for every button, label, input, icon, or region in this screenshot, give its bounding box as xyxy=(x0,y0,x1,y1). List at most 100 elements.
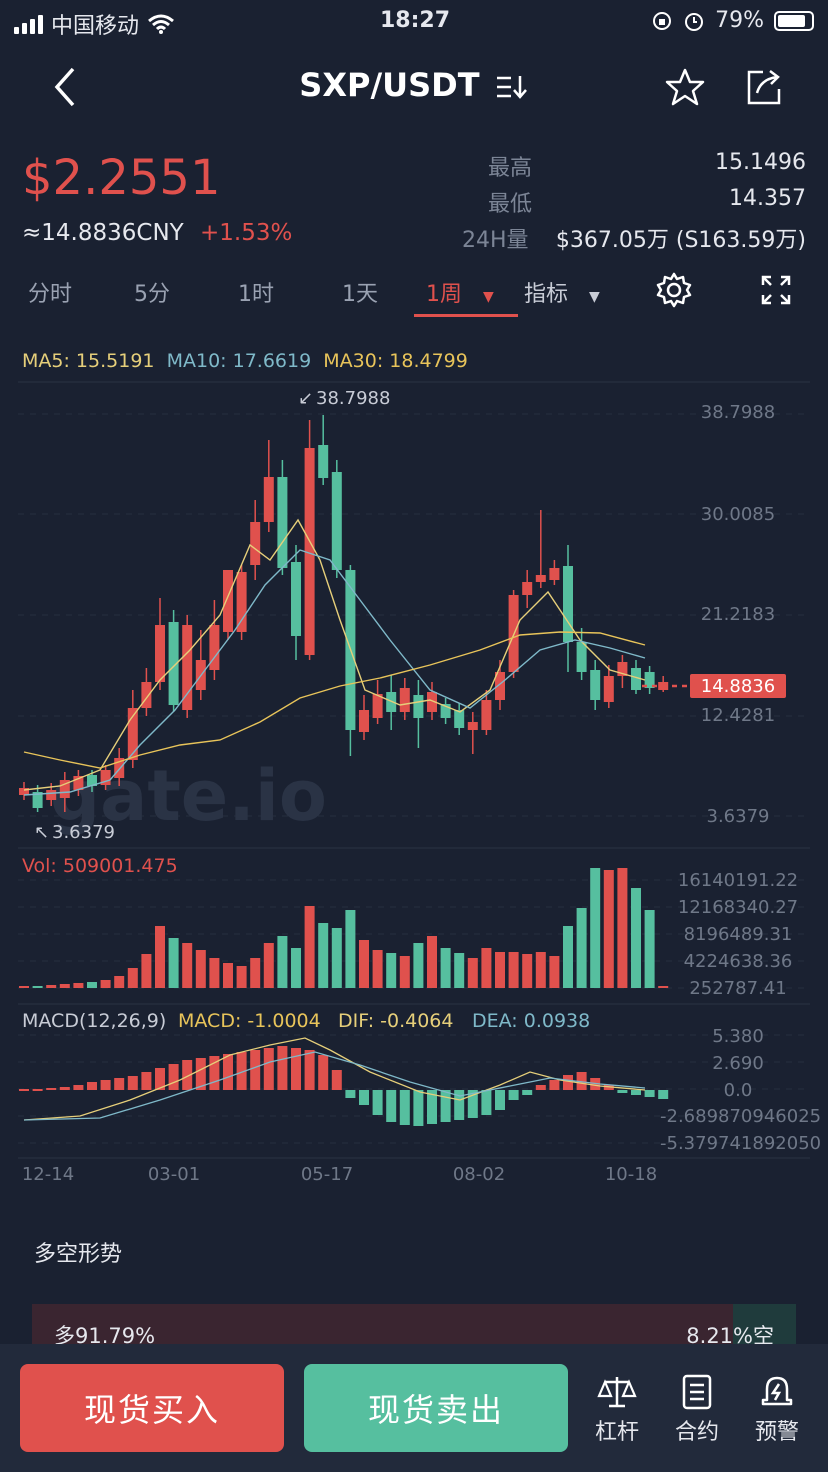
macd-params: MACD(12,26,9) xyxy=(22,1010,166,1032)
candle-body xyxy=(100,770,111,785)
volume-bar xyxy=(209,958,220,988)
kline-chart[interactable]: gate.io 38.7988 30.0085 21.2183 12.4281 … xyxy=(0,380,828,1200)
candle-body xyxy=(413,695,424,718)
volume-bar xyxy=(658,986,669,988)
vol-label-3: 8196489.31 xyxy=(684,924,793,945)
macd-bar xyxy=(19,1089,29,1091)
volume-bar xyxy=(291,948,301,988)
chart-grid xyxy=(18,381,810,1159)
alert-button[interactable]: 预警 xyxy=(742,1374,812,1446)
vol-label-4: 4224638.36 xyxy=(684,951,793,972)
y-label-5: 3.6379 xyxy=(707,806,770,827)
volume-bar xyxy=(563,926,573,988)
favorite-button[interactable] xyxy=(660,62,710,112)
dif-line xyxy=(23,1037,646,1121)
macd-bar xyxy=(386,1090,397,1122)
status-right: 79% xyxy=(651,8,814,33)
settings-button[interactable] xyxy=(652,268,696,312)
spot-sell-button[interactable]: 现货卖出 xyxy=(304,1364,568,1452)
tab-indicator-label: 指标 xyxy=(524,282,569,307)
tab-1hour[interactable]: 1时 xyxy=(238,282,274,307)
tab-1week[interactable]: 1周 ▼ xyxy=(426,276,494,308)
carrier: 中国移动 xyxy=(14,8,175,40)
tab-5min[interactable]: 5分 xyxy=(134,282,170,307)
macd-bar xyxy=(73,1085,84,1090)
volume-bar xyxy=(427,936,437,988)
spot-buy-button[interactable]: 现货买入 xyxy=(20,1364,284,1452)
volume-bar xyxy=(345,910,356,988)
x-label-3: 05-17 xyxy=(301,1164,353,1185)
macd-label-2: 2.690 xyxy=(712,1053,764,1074)
tab-timeline[interactable]: 分时 xyxy=(28,282,73,307)
volume-bar xyxy=(481,948,492,988)
ma30-value: MA30: 18.4799 xyxy=(323,350,468,372)
current-price-value: 14.8836 xyxy=(701,676,775,697)
ma30-line xyxy=(23,631,646,769)
vol-label-5: 252787.41 xyxy=(689,978,786,999)
pair-title[interactable]: SXP/USDT xyxy=(0,66,828,104)
y-label-1: 38.7988 xyxy=(701,402,775,423)
nav-bar: SXP/USDT xyxy=(0,44,828,128)
candle-body xyxy=(590,670,601,700)
caret-down-icon: ▼ xyxy=(483,289,494,305)
candle-body xyxy=(19,788,29,795)
back-button[interactable] xyxy=(40,62,90,112)
volume-bar xyxy=(522,954,533,988)
candle-body xyxy=(304,448,315,655)
macd-bar xyxy=(359,1090,369,1105)
macd-bar xyxy=(250,1050,261,1090)
tab-1day[interactable]: 1天 xyxy=(342,282,378,307)
macd-bar xyxy=(631,1090,641,1095)
macd-label-1: 5.380 xyxy=(712,1026,764,1047)
scale-icon xyxy=(597,1377,637,1408)
document-icon xyxy=(682,1374,712,1410)
max-marker: 38.7988 xyxy=(316,388,390,409)
contract-button[interactable]: 合约 xyxy=(662,1374,732,1446)
leverage-button[interactable]: 杠杆 xyxy=(582,1374,652,1446)
volume-bar xyxy=(32,986,43,988)
high-label: 最高 xyxy=(488,156,533,181)
macd-bar xyxy=(155,1068,165,1090)
min-arrow-icon: ↖ xyxy=(34,822,49,843)
macd-bar xyxy=(440,1090,451,1122)
volume-bar xyxy=(549,956,560,988)
volume-bar xyxy=(318,923,329,988)
candle-body xyxy=(481,700,492,730)
max-arrow-icon: ↙ xyxy=(298,388,313,409)
carrier-name: 中国移动 xyxy=(51,14,140,39)
volume-bar xyxy=(59,984,70,988)
volume-bar xyxy=(168,938,179,988)
macd-bar xyxy=(263,1048,274,1090)
candle-body xyxy=(73,776,84,790)
clock: 18:27 xyxy=(380,8,451,33)
volume-bar xyxy=(155,926,165,988)
macd-bar xyxy=(32,1089,43,1091)
macd-bar xyxy=(223,1054,233,1090)
candle-body xyxy=(372,694,383,718)
candle-body xyxy=(644,672,655,688)
macd-bar xyxy=(87,1082,97,1090)
candle-body xyxy=(87,775,97,786)
macd-bar xyxy=(508,1090,519,1100)
alert-bell-icon xyxy=(761,1376,793,1406)
macd-bar xyxy=(277,1046,288,1090)
macd-bar xyxy=(236,1052,247,1090)
candle-body xyxy=(46,790,57,800)
tab-1week-label: 1周 xyxy=(426,282,462,307)
volume-bar xyxy=(236,966,247,988)
fullscreen-button[interactable] xyxy=(756,270,796,310)
tab-indicator[interactable]: 指标 ▼ xyxy=(524,276,600,308)
volume-bar xyxy=(631,888,641,988)
macd-bar xyxy=(481,1090,492,1115)
candle-body xyxy=(549,568,560,580)
volume-value: $367.05万 (S163.59万) xyxy=(555,228,806,253)
switch-pair-icon xyxy=(496,76,527,99)
macd-bar xyxy=(46,1088,57,1090)
candle-body xyxy=(359,710,369,732)
battery-icon xyxy=(774,10,814,31)
share-button[interactable] xyxy=(738,62,788,112)
battery-percent: 79% xyxy=(715,8,764,33)
macd-lines xyxy=(23,1037,646,1121)
volume-bar xyxy=(223,963,233,988)
volume-bar xyxy=(73,983,84,988)
